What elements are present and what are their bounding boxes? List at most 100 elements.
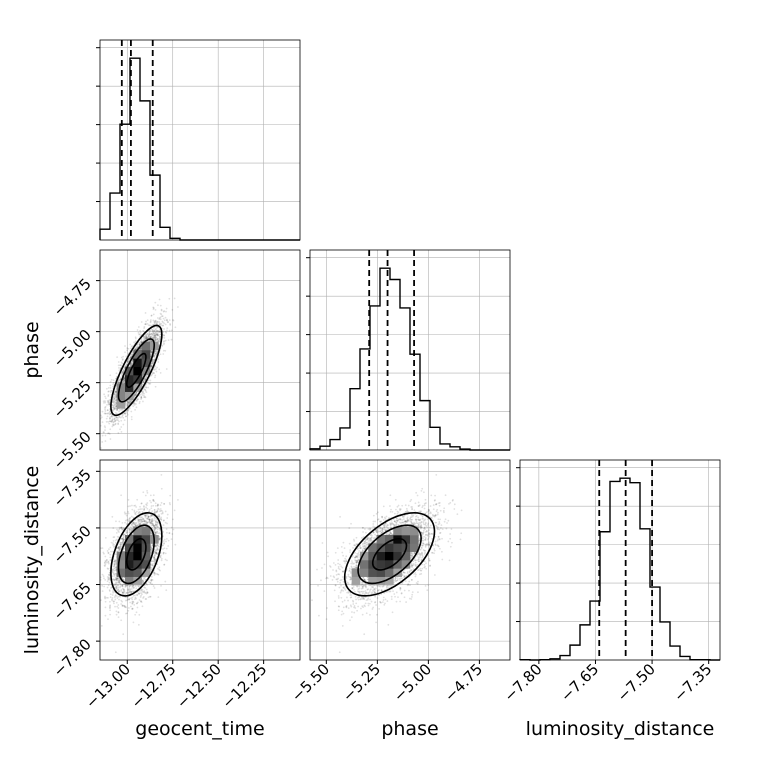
y-tick-label: −7.50 — [50, 522, 95, 567]
density-cell — [368, 543, 377, 552]
panel-phase-hist — [309, 249, 511, 451]
x-tick-label: −5.00 — [390, 660, 435, 705]
density-cell — [393, 568, 402, 577]
density-cell — [116, 383, 126, 392]
y-tick-label: −7.65 — [50, 579, 95, 624]
density-cell — [393, 560, 402, 569]
density-cell — [351, 568, 361, 577]
density-cell — [133, 350, 142, 359]
density-cell — [133, 560, 142, 569]
contour-line — [371, 537, 408, 571]
x-tick-label: −5.50 — [288, 660, 333, 705]
x-tick-label: −4.75 — [441, 660, 486, 705]
panel-phase-vs-geocent_time — [99, 249, 301, 451]
y-tick-label: −7.80 — [50, 635, 95, 680]
x-tick-label: −7.80 — [500, 660, 545, 705]
density-cell — [351, 576, 361, 586]
density-cell — [125, 576, 134, 586]
density-cell — [360, 568, 369, 577]
density-cell — [141, 535, 151, 544]
contour-line — [117, 524, 155, 585]
y-tick-label: −5.00 — [50, 326, 95, 371]
density-cell — [385, 560, 394, 569]
density-cell — [116, 400, 126, 409]
density-cell — [133, 551, 142, 561]
x-axis-label-geocent_time: geocent_time — [135, 718, 264, 740]
density-cell — [133, 543, 142, 552]
density-cell — [376, 560, 386, 569]
panel-luminosity_distance-vs-geocent_time — [99, 459, 301, 661]
density-cell — [116, 568, 126, 577]
density-cell — [133, 366, 142, 376]
contour-line — [343, 512, 436, 597]
y-axis-label-luminosity_distance: luminosity_distance — [21, 466, 43, 655]
density-cell — [393, 551, 402, 561]
y-axis-label-phase: phase — [21, 321, 43, 378]
x-tick-label: −7.50 — [614, 660, 659, 705]
panel-geocent_time-hist — [99, 39, 301, 241]
x-tick-label: −5.25 — [339, 660, 384, 705]
density-cell — [376, 551, 386, 561]
density-cell — [401, 526, 411, 536]
density-cell — [368, 551, 377, 561]
density-cell — [125, 535, 134, 544]
density-cell — [376, 576, 386, 586]
histogram-geocent_time — [99, 57, 300, 241]
density-cell — [133, 358, 142, 367]
density-cell — [116, 391, 126, 401]
contour-line — [126, 537, 147, 571]
x-tick-label: −7.35 — [670, 660, 715, 705]
density-cell — [141, 560, 151, 569]
contour-line — [110, 512, 163, 597]
density-cell — [133, 576, 142, 586]
density-cell — [410, 526, 419, 536]
density-cell — [401, 551, 411, 561]
density-cell — [360, 551, 369, 561]
y-tick-label: −5.50 — [50, 428, 95, 473]
contour-line — [117, 338, 155, 403]
density-cell — [141, 551, 151, 561]
density-cell — [376, 535, 386, 544]
x-axis-label-luminosity_distance: luminosity_distance — [526, 718, 715, 740]
density-cell — [401, 560, 411, 569]
y-tick-label: −7.35 — [50, 465, 95, 510]
density-cell — [410, 543, 419, 552]
density-cell — [133, 568, 142, 577]
density-cell — [385, 551, 394, 561]
density-cell — [393, 543, 402, 552]
density-cell — [125, 568, 134, 577]
density-cell — [141, 358, 151, 367]
density-cell — [116, 551, 126, 561]
density-cell — [360, 560, 369, 569]
y-tick-label: −4.75 — [50, 275, 95, 320]
density-cell — [116, 560, 126, 569]
y-tick-label: −5.25 — [50, 377, 95, 422]
x-axis-label-phase: phase — [381, 718, 438, 740]
panel-luminosity_distance-hist — [519, 459, 721, 661]
density-cell — [125, 391, 134, 401]
x-tick-label: −12.75 — [128, 660, 180, 712]
x-tick-label: −13.00 — [82, 660, 134, 712]
density-cell — [133, 526, 142, 536]
density-cell — [125, 543, 134, 552]
density-cell — [125, 366, 134, 376]
histogram-luminosity_distance — [519, 477, 720, 661]
density-cell — [141, 526, 151, 536]
density-cell — [376, 568, 386, 577]
density-cell — [385, 543, 394, 552]
x-tick-label: −12.50 — [173, 660, 225, 712]
density-cell — [141, 341, 151, 351]
density-cell — [125, 551, 134, 561]
density-cell — [385, 576, 394, 586]
x-tick-label: −12.25 — [218, 660, 270, 712]
density-cell — [368, 568, 377, 577]
density-cell — [385, 568, 394, 577]
x-tick-label: −7.65 — [557, 660, 602, 705]
panel-luminosity_distance-vs-phase — [309, 459, 511, 661]
density-cell — [385, 535, 394, 544]
density-cell — [125, 375, 134, 384]
density-cell — [368, 576, 377, 586]
histogram-phase — [309, 267, 510, 451]
density-cell — [125, 560, 134, 569]
